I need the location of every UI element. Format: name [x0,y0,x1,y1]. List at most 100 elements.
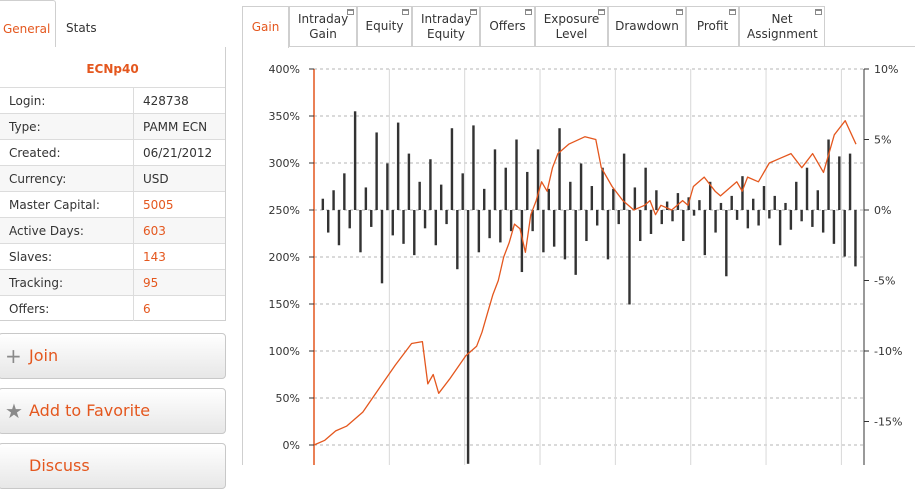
daily-bar [466,210,470,464]
daily-bar [520,210,524,273]
daily-bar [639,210,642,242]
daily-bar [585,210,588,242]
tab-intraday-equity[interactable]: Intraday Equity [412,6,480,46]
daily-bar [402,210,405,244]
daily-bar [407,153,411,210]
info-row: Offers: 6 [0,295,225,321]
daily-bar [569,181,572,210]
info-value: 95 [133,269,225,296]
daily-bar [477,210,481,253]
tab-net-assignment-label: Net Assignment [747,11,818,41]
daily-bar [364,187,368,210]
daily-bar [665,201,669,210]
join-button[interactable]: + Join [0,333,226,379]
daily-bar [370,210,373,227]
star-icon: ★ [5,399,23,423]
daily-bar [515,139,518,210]
chart-frame-border [242,47,243,465]
tab-exposure-level-label: Exposure Level [543,11,600,41]
info-value: 428738 [133,87,225,114]
daily-bar [434,210,438,246]
gain-chart: 400% 350% 300% 250% 200% 150% 100% 50% 0% 10% 5% 0%… [269,63,902,465]
right-tick-label: -10% [874,345,902,358]
daily-bar [423,210,427,229]
daily-bar [337,210,341,246]
tab-stats[interactable]: Stats [66,21,97,35]
daily-bar [698,200,701,210]
daily-bar [472,125,475,210]
tab-profit[interactable]: Profit [686,6,739,46]
daily-bar [644,167,647,210]
daily-bar [811,210,814,227]
right-tick-label: -5% [874,275,895,288]
info-row: Created: 06/21/2012 [0,139,225,166]
daily-bar [504,167,507,210]
info-key: Currency: [0,165,134,192]
info-value: USD [133,165,225,192]
chart-grid [314,68,864,465]
info-value: 603 [133,217,225,244]
account-name: ECNp40 [86,62,139,76]
daily-bar [703,210,707,256]
add-to-favorite-button[interactable]: ★ Add to Favorite [0,388,226,434]
tab-drawdown[interactable]: Drawdown [608,6,686,46]
tab-offers[interactable]: Offers [480,6,535,46]
gain-line [313,120,857,446]
daily-bar [805,167,809,210]
discuss-button[interactable]: Discuss [0,443,226,489]
daily-bar [606,210,610,260]
daily-bar [682,210,685,242]
favorite-label: Add to Favorite [29,401,151,420]
tab-equity[interactable]: Equity [357,6,412,46]
daily-bar [843,210,846,257]
daily-bar [456,210,459,270]
minimize-icon [525,9,532,15]
join-label: Join [29,346,59,365]
minimize-icon [729,9,736,15]
daily-bar [752,198,755,210]
minimize-icon [402,9,409,15]
info-row: Slaves: 143 [0,243,225,270]
left-tick-label: 50% [276,392,300,405]
chart-tab-bar: Gain Intraday Gain Equity Intraday Equit… [242,0,915,48]
daily-bar [595,210,599,226]
daily-bar [676,193,680,210]
info-value: 5005 [133,191,225,218]
tab-net-assignment[interactable]: Net Assignment [739,6,825,46]
left-tick-label: 200% [269,251,300,264]
daily-bar [784,202,787,210]
tab-profit-label: Profit [696,19,729,33]
daily-bar [730,195,733,210]
info-row: Type: PAMM ECN [0,113,225,140]
chart-tab-divider [289,46,915,47]
daily-bar [746,210,750,229]
tab-gain[interactable]: Gain [242,6,289,48]
daily-bar [848,153,852,210]
right-tick-label: 0% [874,204,891,217]
daily-bar [531,210,534,232]
daily-bar [348,210,351,229]
daily-bar [418,181,421,210]
tab-intraday-gain[interactable]: Intraday Gain [289,6,357,46]
info-row: Currency: USD [0,165,225,192]
daily-bar [816,190,819,210]
info-key: Slaves: [0,243,134,270]
daily-bar [800,210,803,222]
daily-bar [375,132,378,210]
daily-bar [773,195,776,210]
tab-general[interactable]: General [0,0,56,48]
daily-bar [380,210,384,284]
daily-bar [838,156,841,210]
daily-bar [719,202,723,210]
daily-gain-bars [321,111,857,464]
daily-bar [601,167,604,210]
daily-bar [493,149,497,210]
info-key: Active Days: [0,217,134,244]
info-value: 06/21/2012 [133,139,225,166]
daily-bar [499,210,502,243]
tab-exposure-level[interactable]: Exposure Level [535,6,608,46]
daily-bar [821,210,825,233]
daily-bar [590,186,594,210]
daily-bar [536,149,540,210]
daily-bar [391,210,394,236]
